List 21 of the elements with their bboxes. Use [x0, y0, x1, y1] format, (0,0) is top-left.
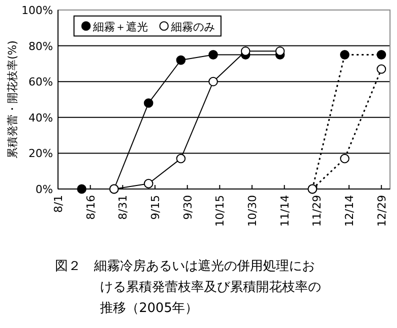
x-tick-label: 11/14: [278, 195, 292, 227]
y-tick-label: 0%: [36, 183, 53, 196]
caption: 図２ 細霧冷房あるいは遮光の併用処理における累積発蕾枝率及び累積開花枝率の推移（2005年）: [55, 258, 322, 318]
legend-label: 細霧＋遮光: [92, 20, 148, 34]
x-tick-label: 11/29: [310, 195, 324, 227]
x-tick-label: 10/30: [246, 195, 260, 227]
x-tick-label: 8/16: [84, 195, 98, 220]
x-tick-label: 12/29: [375, 195, 388, 227]
y-tick-label: 100%: [22, 4, 53, 17]
x-tick-label: 9/30: [181, 195, 194, 220]
x-tick-label: 8/31: [116, 195, 130, 220]
x-tick-label: 12/14: [343, 195, 356, 227]
x-tick-label: 8/1: [52, 195, 65, 213]
y-tick-label: 40%: [28, 111, 53, 124]
y-tick-label: 20%: [28, 147, 53, 160]
y-tick-label: 60%: [28, 76, 53, 89]
y-tick-label: 80%: [28, 40, 53, 53]
y-axis-title: 累積発蕾・開花枝率(%): [6, 40, 19, 159]
x-tick-label: 9/15: [149, 195, 162, 220]
legend-label: 細霧のみ: [170, 20, 215, 34]
x-tick-label: 10/15: [214, 195, 227, 227]
